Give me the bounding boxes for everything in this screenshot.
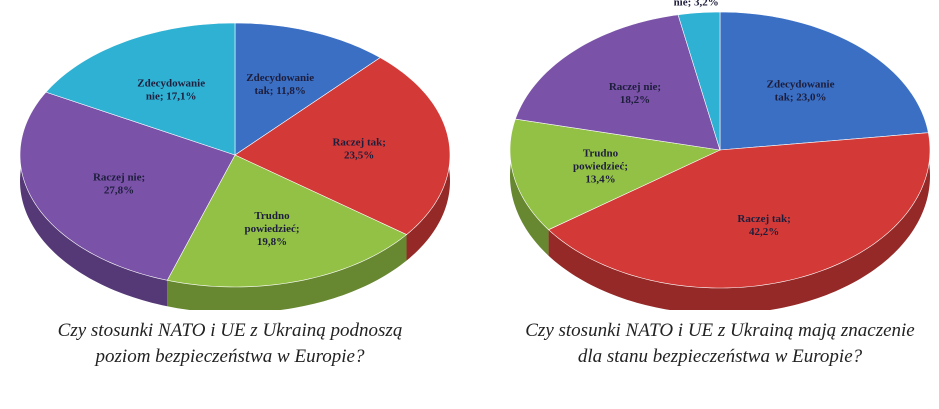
slice-side — [510, 119, 549, 256]
slice — [548, 132, 931, 289]
slice — [234, 57, 451, 235]
data-label: Zdecydowanie tak; 23,0% — [767, 78, 835, 103]
caption: Czy stosunki NATO i UE z Ukrainą podnosz… — [57, 320, 403, 367]
slice — [677, 11, 721, 151]
data-label: Raczej nie; 18,2% — [609, 81, 661, 106]
data-label: Zdecydowanie nie; 17,1% — [137, 78, 205, 103]
data-label: Zdecydowanie tak; 11,8% — [246, 72, 314, 97]
slice — [45, 22, 236, 156]
data-label: Raczej tak; 42,2% — [737, 213, 790, 238]
slice — [19, 91, 236, 281]
slice — [514, 14, 721, 151]
data-label: Raczej tak; 23,5% — [332, 137, 385, 162]
slice — [509, 118, 722, 231]
caption: Czy stosunki NATO i UE z Ukrainą mają zn… — [525, 320, 915, 367]
slice — [166, 154, 408, 288]
data-label: Trudno powiedzieć; 13,4% — [573, 147, 628, 185]
data-label: Trudno powiedzieć; 19,8% — [245, 210, 300, 248]
slice — [719, 11, 929, 151]
slice-side — [167, 234, 407, 310]
data-label: Raczej nie; 27,8% — [93, 172, 145, 197]
slice-side — [20, 92, 168, 307]
charts: Zdecydowanie tak; 11,8% Raczej tak; 23,5% Tr… — [19, 0, 931, 310]
slice — [234, 22, 381, 156]
